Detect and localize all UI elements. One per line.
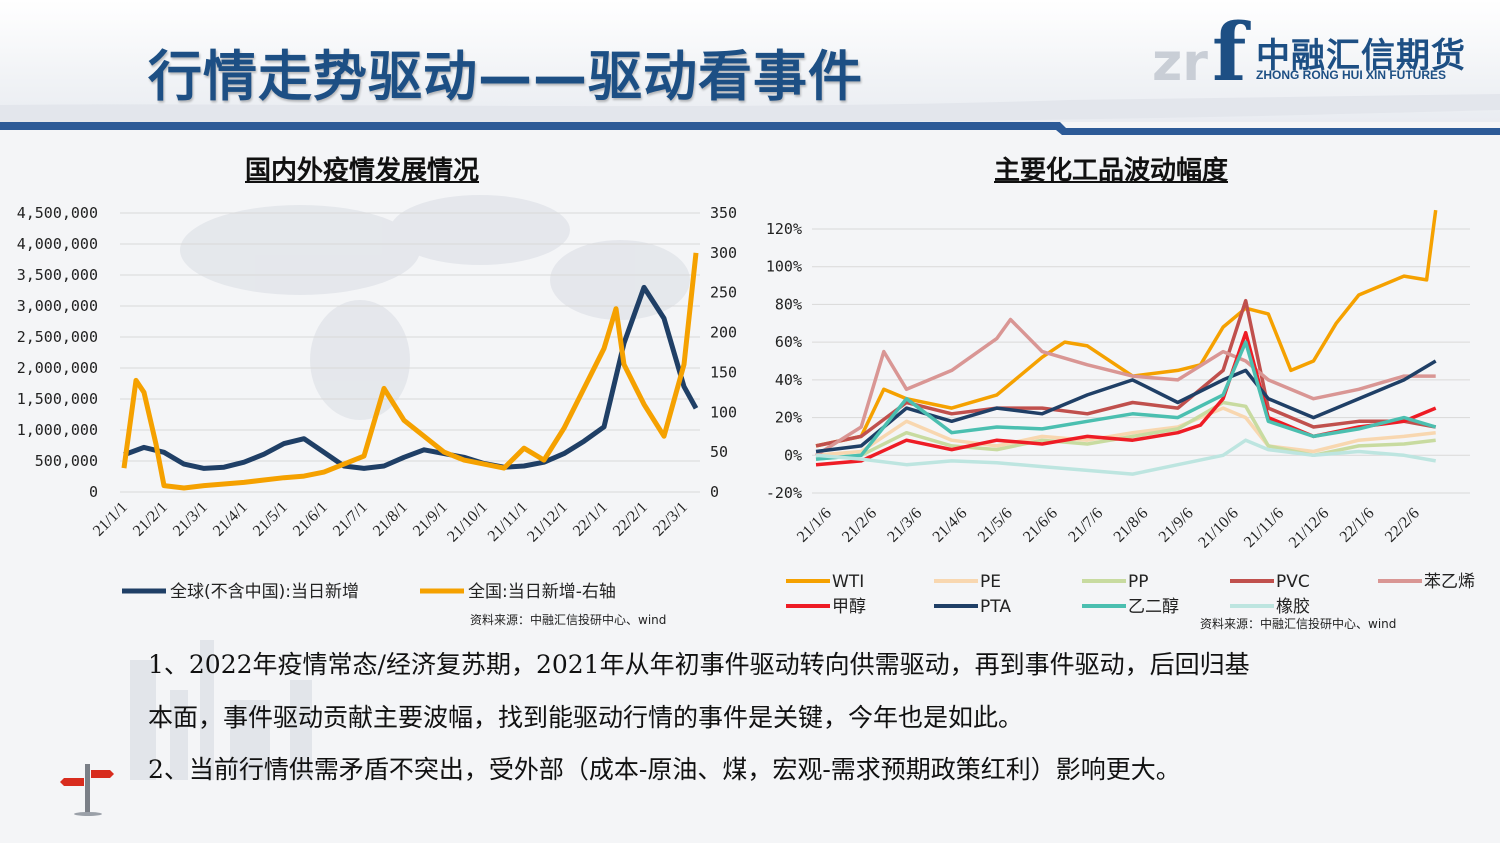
y-right-tick-label: 200 [710, 324, 737, 342]
legend-label: PTA [980, 597, 1011, 617]
y-tick-label: 80% [775, 295, 802, 313]
x-tick-label: 21/3/6 [884, 505, 925, 546]
legend-label: PE [980, 572, 1001, 592]
y-right-tick-label: 50 [710, 443, 728, 461]
y-right-tick-label: 350 [710, 204, 737, 222]
legend-label: 橡胶 [1276, 597, 1310, 617]
x-tick-label: 21/11/1 [485, 499, 531, 545]
series-line-4 [815, 317, 1436, 457]
y-tick-label: 20% [775, 409, 802, 427]
x-tick-label: 21/5/6 [975, 505, 1016, 546]
legend-label: 全国:当日新增-右轴 [468, 582, 616, 602]
x-tick-label: 21/7/1 [330, 499, 371, 540]
y-tick-label: 120% [766, 220, 802, 238]
world-map-watermark [180, 195, 690, 420]
series-line-8 [815, 438, 1437, 476]
y-right-tick-label: 100 [710, 403, 737, 421]
y-left-tick-label: 500,000 [35, 452, 98, 470]
signpost-icon [60, 764, 114, 816]
legend-label: 苯乙烯 [1424, 572, 1475, 592]
y-tick-label: -20% [766, 484, 802, 502]
source-note: 资料来源：中融汇信投研中心、wind [1200, 616, 1396, 631]
y-left-tick-label: 2,500,000 [17, 328, 98, 346]
right-chart-title: 主要化工品波动幅度 [994, 156, 1229, 186]
x-tick-label: 21/1/6 [794, 505, 835, 546]
legend-label: 甲醇 [832, 597, 866, 617]
logo-chinese-name: 中融汇信期货 [1256, 36, 1466, 76]
y-right-tick-label: 300 [710, 244, 737, 262]
body-paragraph-2: 2、当前行情供需矛盾不突出，受外部（成本-原油、煤，宏观-需求预期政策红利）影响… [148, 755, 1181, 784]
series-line-1 [121, 252, 699, 491]
x-tick-label: 21/8/6 [1111, 505, 1152, 546]
x-tick-label: 21/10/6 [1195, 505, 1242, 552]
series-line-0 [815, 209, 1438, 448]
legend-label: PVC [1276, 572, 1310, 592]
company-logo: zr f 中融汇信期货 ZHONG RONG HUI XIN FUTURES [1150, 18, 1465, 90]
y-left-tick-label: 4,500,000 [17, 204, 98, 222]
x-tick-label: 22/1/6 [1337, 505, 1378, 546]
x-tick-label: 21/10/1 [444, 499, 491, 546]
y-left-tick-label: 1,000,000 [17, 421, 98, 439]
x-tick-label: 21/3/1 [170, 499, 211, 540]
y-left-tick-label: 3,000,000 [17, 297, 98, 315]
x-tick-label: 21/1/1 [90, 499, 131, 540]
x-tick-label: 22/3/1 [650, 499, 691, 540]
x-tick-label: 21/7/6 [1065, 505, 1106, 546]
y-right-tick-label: 250 [710, 284, 737, 302]
chemicals-chart: 120%100%80%60%40%20%0%-20%21/1/6 21/2/6 21… [766, 209, 1475, 631]
left-chart-title: 国内外疫情发展情况 [245, 156, 480, 186]
header-accent-band [0, 122, 1500, 135]
x-tick-label: 21/8/1 [370, 499, 411, 540]
x-tick-label: 21/2/1 [130, 499, 171, 540]
x-tick-label: 21/2/6 [839, 505, 880, 546]
source-note: 资料来源：中融汇信投研中心、wind [470, 612, 666, 627]
series-line-2 [815, 400, 1436, 461]
body-paragraph-1-line-2: 本面，事件驱动贡献主要波幅，找到能驱动行情的事件是关键，今年也是如此。 [148, 703, 1024, 732]
x-tick-label: 22/2/1 [610, 499, 651, 540]
page-title: 行情走势驱动——驱动看事件 [148, 45, 863, 108]
legend-label: 全球(不含中国):当日新增 [170, 582, 359, 602]
city-skyline-watermark [130, 640, 312, 780]
logo-english-name: ZHONG RONG HUI XIN FUTURES [1256, 68, 1447, 82]
logo-letter-f: f [1212, 18, 1251, 90]
series-line-1 [815, 406, 1436, 458]
y-left-tick-label: 1,500,000 [17, 390, 98, 408]
y-right-tick-label: 0 [710, 483, 719, 501]
x-tick-label: 21/12/1 [524, 499, 571, 546]
y-right-tick-label: 150 [710, 363, 737, 381]
header-decor-wave [0, 94, 1500, 125]
x-tick-label: 22/2/6 [1382, 505, 1423, 546]
series-line-7 [815, 340, 1437, 461]
y-left-tick-label: 3,500,000 [17, 266, 98, 284]
x-tick-label: 21/6/6 [1020, 505, 1061, 546]
x-tick-label: 21/9/6 [1156, 505, 1197, 546]
y-left-tick-label: 4,000,000 [17, 235, 98, 253]
logo-mark-icon: zr f [1152, 18, 1251, 90]
x-tick-label: 21/4/6 [930, 505, 971, 546]
x-tick-label: 21/6/1 [290, 499, 331, 540]
y-tick-label: 60% [775, 333, 802, 351]
covid-chart: 4,500,000 4,000,000 3,500,000 3,000,000 2,50… [17, 204, 737, 627]
legend-label: WTI [832, 572, 864, 592]
legend-label: 乙二醇 [1128, 597, 1179, 617]
y-tick-label: 100% [766, 258, 802, 276]
series-line-3 [815, 298, 1437, 448]
y-left-tick-label: 0 [89, 483, 98, 501]
x-tick-label: 21/4/1 [210, 499, 251, 540]
x-tick-label: 21/12/6 [1286, 505, 1333, 552]
series-line-0 [123, 284, 699, 471]
logo-letters: zr [1152, 33, 1208, 90]
x-tick-label: 22/1/1 [570, 499, 611, 540]
x-tick-label: 21/5/1 [250, 499, 291, 540]
y-left-tick-label: 2,000,000 [17, 359, 98, 377]
body-paragraph-1-line-1: 1、2022年疫情常态/经济复苏期，2021年从年初事件驱动转向供需驱动，再到事… [148, 650, 1250, 679]
x-tick-label: 21/11/6 [1241, 505, 1287, 551]
y-tick-label: 0% [784, 446, 802, 464]
y-tick-label: 40% [775, 371, 802, 389]
legend-label: PP [1128, 572, 1149, 592]
